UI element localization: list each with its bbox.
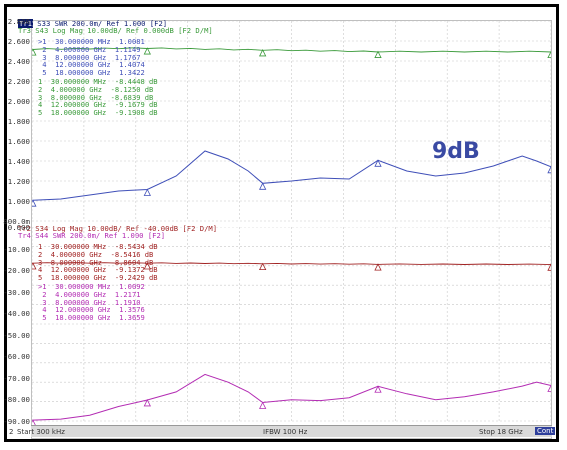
trace1-badge[interactable]: Tr1 [18,19,33,28]
top-marker-swr-row-2: 2 4.000000 GHz 1.1149 [38,44,141,54]
top-marker-swr-row-5: 5 18.000000 GHz 1.3422 [38,68,145,78]
bottom-s34-marker-2 [143,262,151,270]
top-y-tick-1: 2.600 [7,37,30,46]
bottom-s44-marker-1 [32,419,36,425]
trace1-header[interactable]: Tr1 S33 SWR 200.0m/ Ref 1.000 [F2] [18,19,168,28]
cont-badge[interactable]: Cont [535,427,556,435]
bottom-marker-swr-row-5: 5 18.000000 GHz 1.3659 [38,313,145,323]
start-frequency[interactable]: Start 300 kHz [17,428,65,436]
top-s43-marker-2 [143,47,151,55]
bottom-y-tick-9: -90.00 [3,417,30,426]
bottom-y-tick-6: -60.00 [3,352,30,362]
analyzer-display: Tr1 S33 SWR 200.0m/ Ref 1.000 [F2] Tr3 S… [3,17,552,439]
top-s43-marker-1 [32,48,37,56]
top-s33-marker-2 [143,188,151,196]
bottom-s34-marker-3 [259,262,267,270]
bottom-y-tick-1: -10.00 [3,244,30,254]
top-s43-marker-4 [374,50,382,58]
bottom-marker-swr-row-2: 2 4.000000 GHz 1.2171 [38,289,141,299]
bottom-marker-db-row-4: 4 12.000000 GHz -9.1372 dB [38,265,158,275]
status-bar: 2 Start 300 kHz IFBW 100 Hz Stop 18 GHz … [9,425,556,437]
top-y-tick-3: 2.200 [7,77,30,86]
top-marker-swr-row-1: >1 30.000000 MHz 1.0081 [38,37,145,46]
top-s33-marker-3 [259,182,267,190]
bottom-marker-db-row-1: 1 30.000000 MHz -8.5434 dB [38,242,158,251]
top-marker-db-row-2: 2 4.000000 GHz -8.1250 dB [38,84,154,94]
top-s33-marker-4 [374,159,382,167]
bottom-y-tick-0: 0.000 [7,223,30,232]
bottom-s44-marker-2 [143,399,151,407]
stop-frequency[interactable]: Stop 18 GHz [479,428,523,436]
bottom-s34-marker-5 [547,263,551,271]
bottom-marker-db-row-3: 3 8.000000 GHz -8.8604 dB [38,257,154,267]
bottom-chart-panel: Tr2 S34 Log Mag 10.00dB/ Ref -40.00dB [F… [3,223,551,426]
trace2-header[interactable]: Tr2 S34 Log Mag 10.00dB/ Ref -40.00dB [F… [18,224,218,233]
bottom-trace-s44 [32,373,551,421]
annotation-9db: 9dB [432,139,480,164]
bottom-marker-db-row-2: 2 4.000000 GHz -8.5416 dB [38,249,154,259]
top-y-tick-7: 1.400 [7,157,30,166]
top-s33-marker-1 [32,199,37,207]
bottom-chart-plot [32,227,551,425]
ifbw-setting[interactable]: IFBW 100 Hz [263,428,308,436]
top-y-tick-8: 1.200 [7,177,30,186]
bottom-y-tick-7: -70.00 [3,373,30,383]
bottom-marker-db-row-5: 5 18.000000 GHz -9.2429 dB [38,273,158,283]
top-marker-db-row-4: 4 12.000000 GHz -9.1679 dB [38,100,158,110]
bottom-y-tick-4: -40.00 [3,309,30,319]
bottom-y-tick-3: -30.00 [3,287,30,297]
trace4-header[interactable]: Tr4 S44 SWR 200.0m/ Ref 1.000 [F2] [18,231,166,240]
top-chart-panel: Tr1 S33 SWR 200.0m/ Ref 1.000 [F2] Tr3 S… [3,17,551,226]
screenshot-frame: Tr1 S33 SWR 200.0m/ Ref 1.000 [F2] Tr3 S… [3,4,559,442]
bottom-s44-marker-3 [259,401,267,409]
bottom-marker-swr-row-4: 4 12.000000 GHz 1.3576 [38,305,145,315]
channel-number[interactable]: 2 [9,428,14,436]
trace3-header[interactable]: Tr3 S43 Log Mag 10.00dB/ Ref 0.000dB [F2… [18,26,213,35]
bottom-s44-marker-4 [374,385,382,393]
top-y-tick-2: 2.400 [7,57,30,66]
bottom-marker-swr-row-3: 3 8.000000 GHz 1.1910 [38,297,141,307]
bottom-s34-marker-1 [32,262,37,270]
bottom-y-tick-2: -20.00 [3,266,30,276]
top-y-tick-9: 1.000 [7,197,30,206]
top-y-tick-10: 800.0m [3,217,30,226]
top-marker-swr-row-3: 3 8.000000 GHz 1.1767 [38,52,141,62]
bottom-s34-marker-4 [374,263,382,271]
top-marker-db-row-1: 1 30.000000 MHz -8.4448 dB [38,77,158,86]
top-chart-plot [32,21,551,222]
bottom-marker-swr-row-1: >1 30.000000 MHz 1.0092 [38,282,145,291]
top-y-tick-4: 2.000 [7,97,30,106]
top-y-tick-0: 2.800 [7,17,30,26]
top-marker-swr-row-4: 4 12.000000 GHz 1.4074 [38,60,145,70]
bottom-y-tick-5: -50.00 [3,330,30,340]
top-trace-s33 [32,150,551,201]
trace1-header-text: S33 SWR 200.0m/ Ref 1.000 [F2] [32,19,168,28]
top-y-tick-6: 1.600 [7,137,30,146]
top-s43-marker-3 [259,49,267,57]
top-marker-db-row-5: 5 18.000000 GHz -9.1908 dB [38,108,158,118]
top-s33-marker-5 [547,165,551,174]
bottom-y-tick-8: -80.00 [3,395,30,405]
top-marker-db-row-3: 3 8.000000 GHz -8.6839 dB [38,92,154,102]
top-y-tick-5: 1.800 [7,117,30,126]
bottom-s44-marker-5 [547,384,551,392]
top-s43-marker-5 [547,50,551,59]
